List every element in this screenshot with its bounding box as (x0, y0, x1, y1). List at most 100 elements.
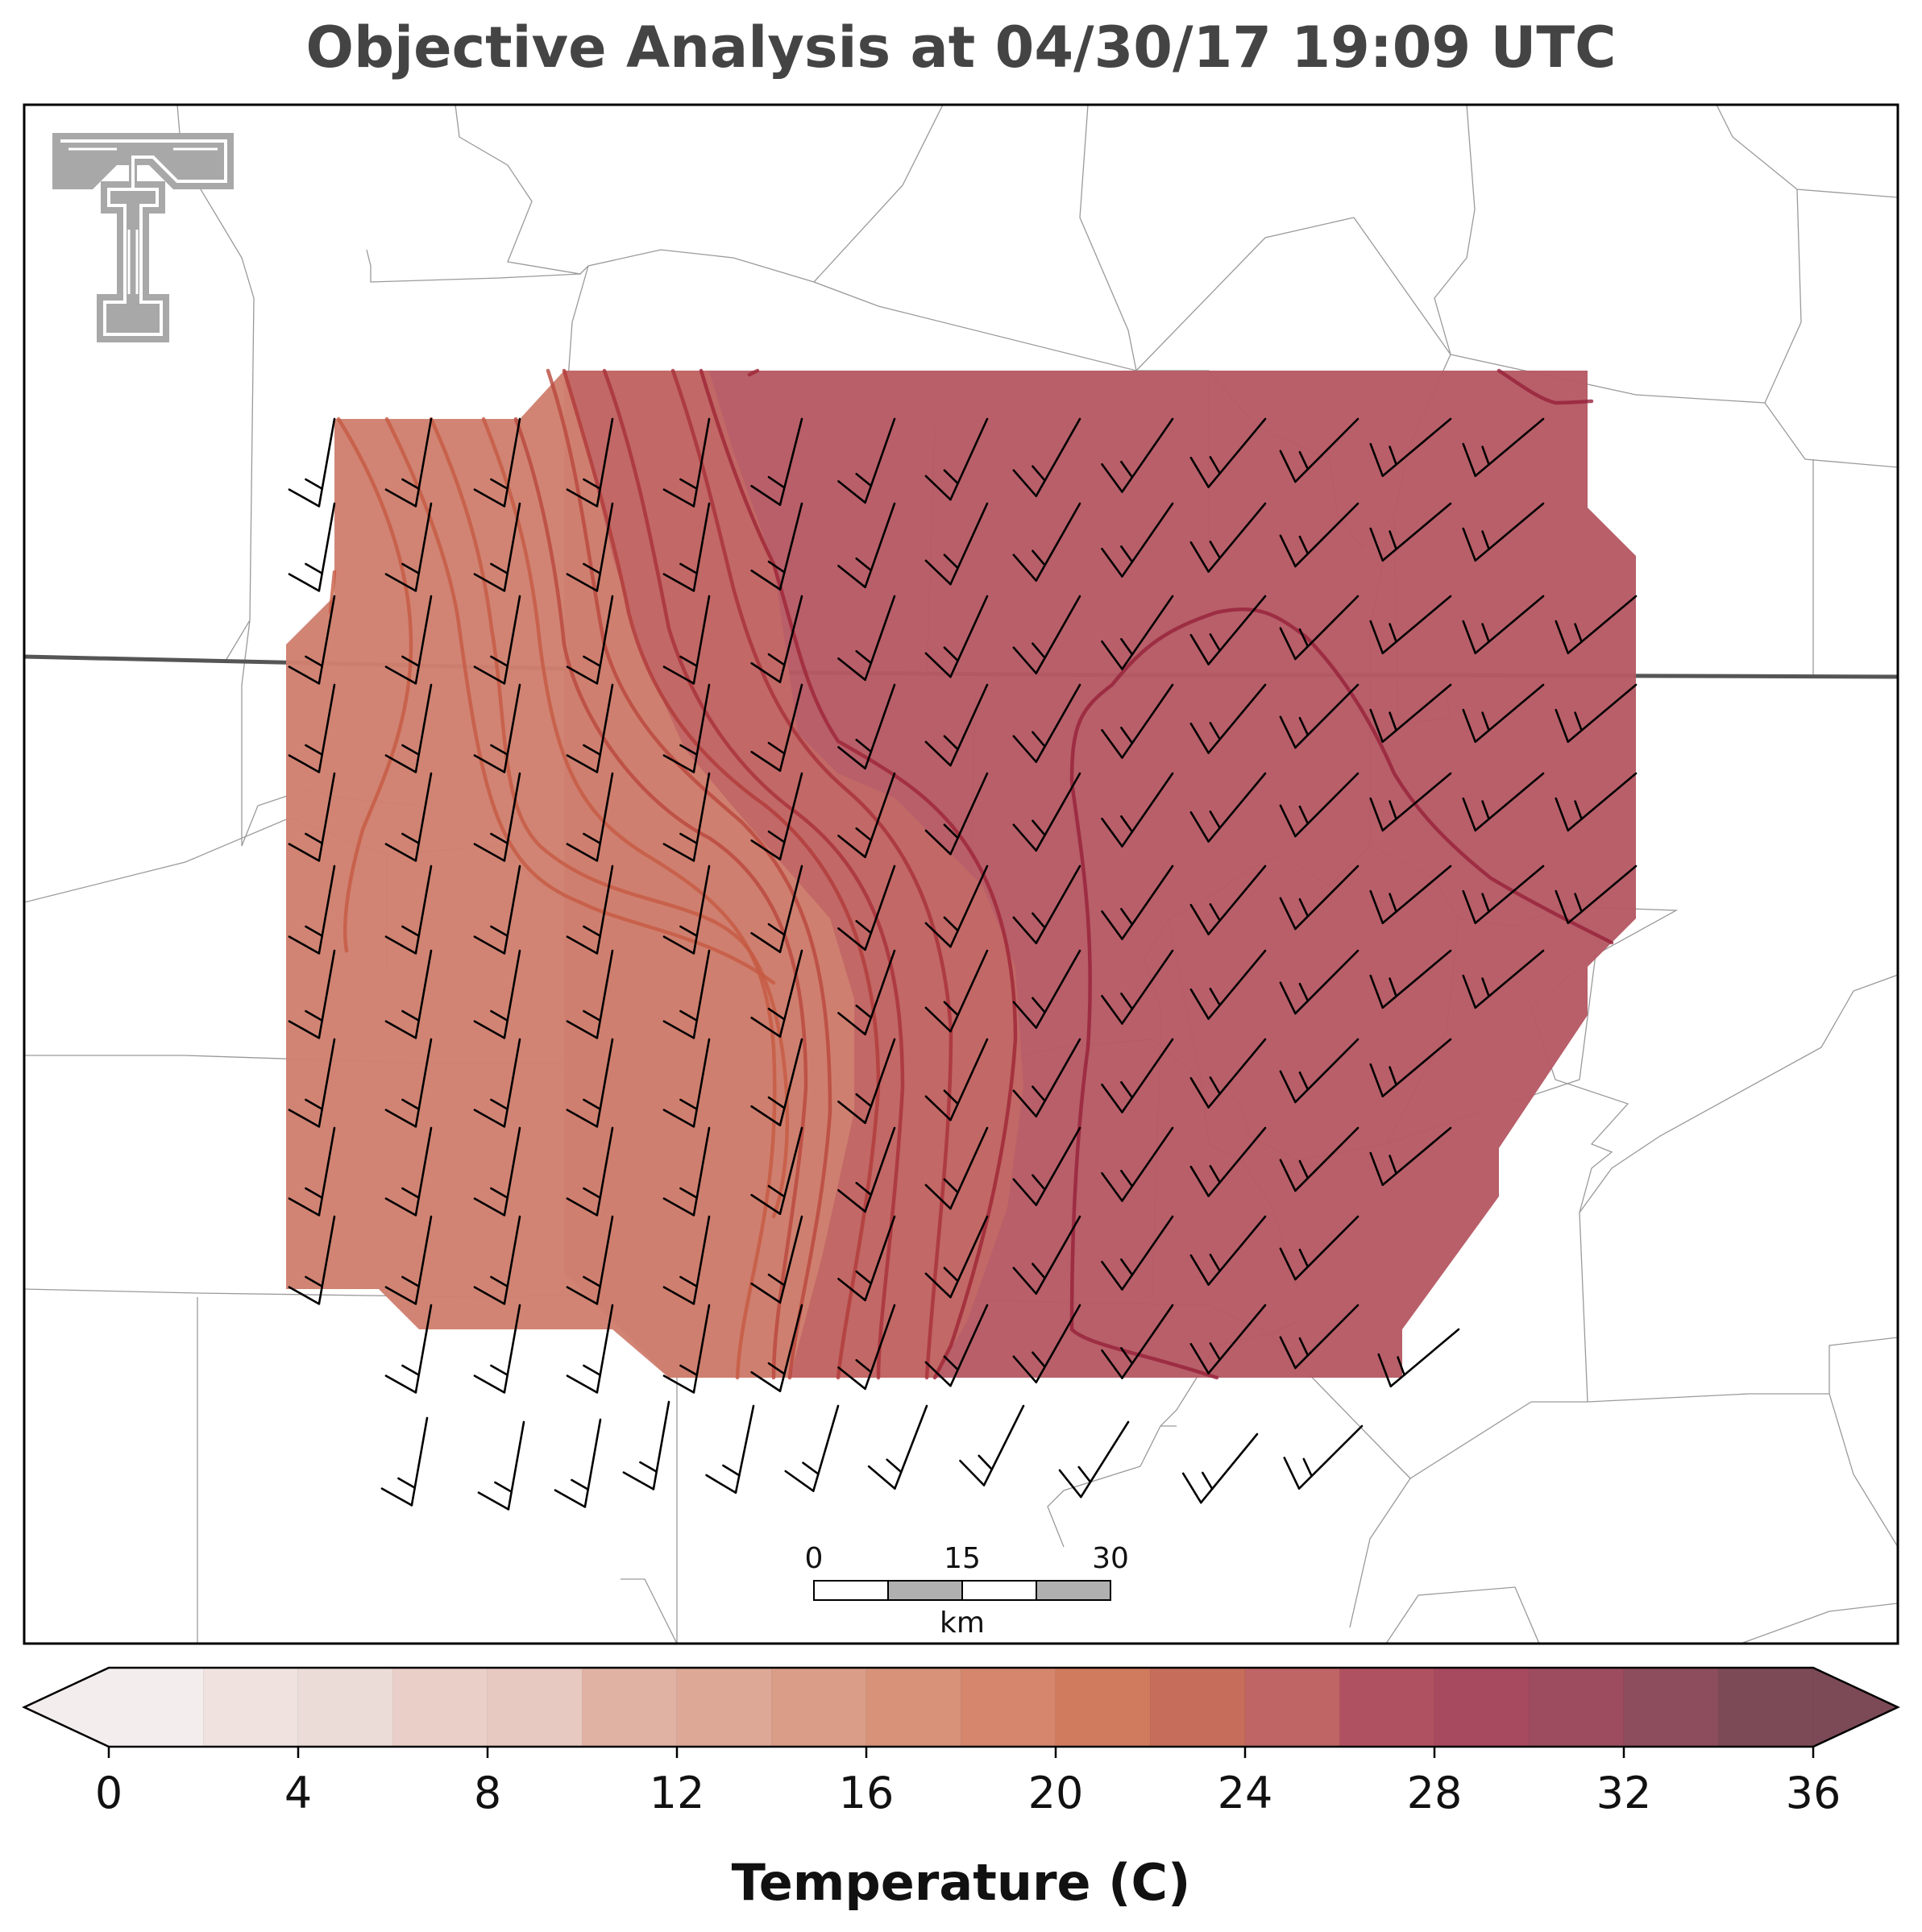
wind-barb-feather (288, 754, 321, 773)
wind-barb-half-feather (943, 823, 959, 840)
wind-barb-shaft (318, 595, 336, 685)
wind-barb-shaft (318, 417, 336, 508)
wind-barb-feather (1279, 897, 1297, 931)
wind-barb-shaft (692, 949, 711, 1039)
wind-barb-feather (1189, 1254, 1210, 1286)
wind-barb-feather (705, 1474, 737, 1495)
wind-barb-half-feather (1209, 988, 1221, 1006)
wind-barb-half-feather (722, 1464, 741, 1477)
wind-barb-shaft (1035, 1304, 1081, 1383)
isotherm-line (384, 417, 776, 985)
wind-barb-shaft (692, 1038, 711, 1128)
wind-barb-shaft (1474, 683, 1545, 744)
wind-barb-shaft (1381, 502, 1452, 562)
wind-barb-shaft (692, 772, 711, 862)
wind-barb-feather (1279, 1247, 1297, 1281)
wind-barb-half-feather (305, 562, 324, 574)
wind-barb-feather (622, 1471, 655, 1490)
wind-barb-shaft (949, 1304, 989, 1387)
wind-barb-feather (473, 1197, 506, 1217)
wind-barb-feather (1462, 797, 1477, 832)
wind-barb-shaft (1294, 949, 1360, 1015)
wind-barb-shaft (414, 864, 433, 955)
wind-barb-shaft (318, 864, 336, 955)
wind-barb-half-feather (305, 744, 324, 756)
wind-barb-feather (288, 843, 321, 862)
wind-barb-feather (566, 754, 599, 773)
wind-barb-half-feather (767, 741, 786, 755)
wind-barb-feather (924, 740, 952, 767)
wind-barb-shaft (1207, 1038, 1267, 1109)
wind-barb-feather (384, 1374, 417, 1394)
wind-barb-feather (380, 1487, 413, 1507)
wind-barb-feather (1012, 646, 1038, 674)
wind-barb-half-feather (1032, 549, 1046, 566)
wind-barb-shaft (596, 595, 614, 685)
wind-barb-feather (924, 559, 952, 586)
wind-barb-shaft (1035, 502, 1081, 582)
wind-barb-half-feather (679, 1098, 699, 1110)
wind-barb-half-feather (1120, 545, 1134, 563)
wind-barb-shaft (318, 502, 336, 592)
wind-barb-feather (288, 1286, 321, 1305)
wind-barb-shaft (583, 1418, 602, 1508)
wind-barb-shaft (949, 864, 989, 948)
wind-barb-feather (477, 1491, 510, 1511)
wind-barb-half-feather (679, 744, 699, 756)
wind-barb-feather (566, 1109, 599, 1128)
wind-barb-feather (566, 1374, 599, 1394)
wind-barb-half-feather (583, 655, 602, 667)
wind-barb-half-feather (943, 469, 959, 485)
wind-barb-shaft (778, 417, 803, 506)
wind-barb-shaft (507, 1420, 525, 1511)
isotherm-line (699, 368, 1018, 1380)
wind-barb-feather (1279, 1336, 1297, 1370)
wind-barb-half-feather (1209, 1076, 1221, 1095)
wind-barb-shaft (692, 1304, 711, 1394)
isotherm-line (513, 417, 808, 1380)
wind-barb-feather (750, 661, 782, 683)
wind-barb-shaft (1121, 502, 1174, 578)
wind-barb-shaft (1121, 683, 1174, 759)
wind-barb-feather (1189, 1076, 1210, 1109)
wind-barb-feather (784, 1470, 815, 1492)
wind-barb-shaft (778, 683, 803, 772)
wind-barb-feather (473, 935, 506, 955)
wind-barb-shaft (1294, 1126, 1360, 1192)
wind-barb-feather (566, 573, 599, 592)
wind-barb-half-feather (401, 1275, 421, 1287)
wind-barb-half-feather (855, 1270, 873, 1285)
wind-barb-shaft (1207, 949, 1267, 1020)
wind-barb-half-feather (1120, 460, 1134, 479)
wind-barb-half-feather (1389, 623, 1397, 643)
wind-barb-shaft (1297, 1424, 1364, 1490)
wind-barb-half-feather (1032, 997, 1046, 1014)
wind-barb-shaft (1207, 772, 1267, 843)
isotherm-line (546, 368, 832, 1380)
wind-barb-half-feather (571, 1478, 590, 1490)
wind-barb-feather (1012, 1178, 1038, 1206)
wind-barb-feather (1189, 541, 1210, 573)
wind-barb-feather (662, 1197, 695, 1217)
wind-barb-half-feather (490, 655, 509, 667)
wind-barb-feather (1462, 527, 1477, 562)
wind-barb-half-feather (1481, 977, 1490, 997)
wind-barb-feather (288, 573, 321, 592)
wind-barb-shaft (1121, 595, 1174, 670)
wind-barb-feather (837, 657, 866, 682)
wind-barb-shaft (1294, 595, 1360, 661)
wind-barb-half-feather (943, 735, 959, 751)
wind-barb-feather (1189, 722, 1210, 754)
wind-barb-half-feather (1032, 1085, 1046, 1102)
wind-barb-feather (924, 922, 952, 948)
wind-barb-half-feather (1298, 1071, 1310, 1091)
wind-barb-shaft (318, 1215, 336, 1305)
wind-barb-feather (1189, 903, 1210, 935)
wind-barb-half-feather (1120, 815, 1134, 833)
wind-barb-half-feather (305, 655, 324, 667)
wind-barb-feather (1369, 974, 1384, 1010)
wind-barb-half-feather (855, 557, 873, 572)
wind-barb-half-feather (1298, 450, 1310, 471)
wind-barb-half-feather (1298, 628, 1310, 648)
wind-barb-shaft (596, 949, 614, 1039)
